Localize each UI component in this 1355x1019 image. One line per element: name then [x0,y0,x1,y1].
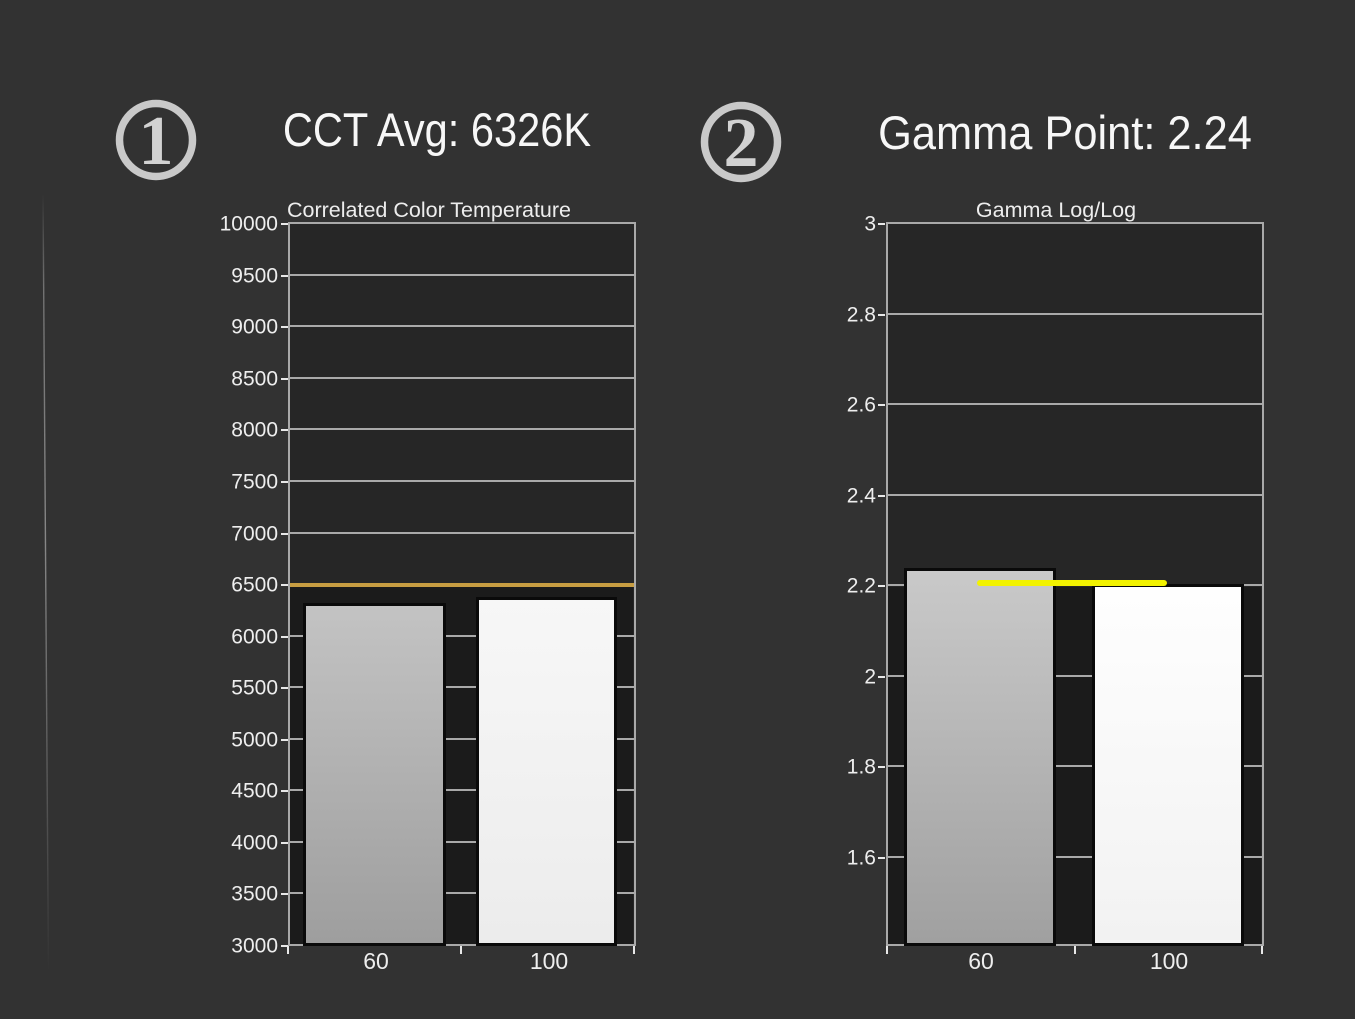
svg-text:2: 2 [724,105,759,182]
svg-text:1: 1 [138,103,173,180]
